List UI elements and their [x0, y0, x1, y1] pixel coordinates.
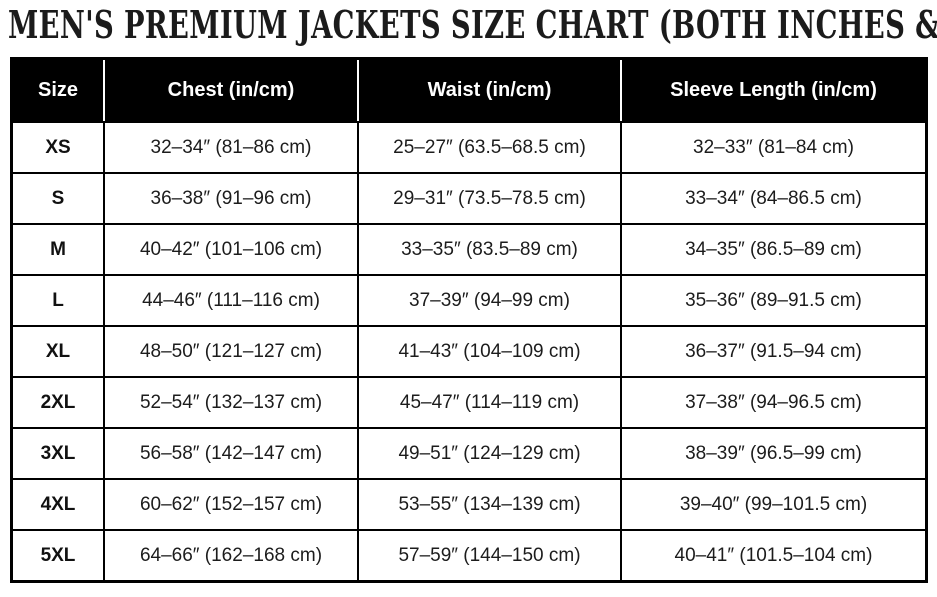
- chest-cell: 44–46″ (111–116 cm): [103, 276, 357, 325]
- table-row: XS 32–34″ (81–86 cm) 25–27″ (63.5–68.5 c…: [13, 121, 925, 172]
- sleeve-cell: 32–33″ (81–84 cm): [620, 123, 925, 172]
- column-header-chest: Chest (in/cm): [103, 60, 357, 121]
- size-cell: M: [50, 238, 66, 260]
- waist-cell: 45–47″ (114–119 cm): [357, 378, 620, 427]
- chest-cell: 56–58″ (142–147 cm): [103, 429, 357, 478]
- sleeve-cell: 33–34″ (84–86.5 cm): [620, 174, 925, 223]
- column-header-size: Size: [37, 79, 79, 101]
- sleeve-cell: 34–35″ (86.5–89 cm): [620, 225, 925, 274]
- waist-cell: 41–43″ (104–109 cm): [357, 327, 620, 376]
- table-row: 4XL 60–62″ (152–157 cm) 53–55″ (134–139 …: [13, 478, 925, 529]
- sleeve-cell: 37–38″ (94–96.5 cm): [620, 378, 925, 427]
- waist-cell: 57–59″ (144–150 cm): [357, 531, 620, 580]
- size-cell: S: [51, 187, 65, 209]
- size-cell: XL: [45, 340, 71, 362]
- sleeve-cell: 36–37″ (91.5–94 cm): [620, 327, 925, 376]
- size-chart-table: Size Chest (in/cm) Waist (in/cm) Sleeve …: [10, 57, 928, 583]
- size-cell: 2XL: [40, 391, 76, 413]
- table-row: 5XL 64–66″ (162–168 cm) 57–59″ (144–150 …: [13, 529, 925, 580]
- table-row: L 44–46″ (111–116 cm) 37–39″ (94–99 cm) …: [13, 274, 925, 325]
- chest-cell: 32–34″ (81–86 cm): [103, 123, 357, 172]
- chest-cell: 60–62″ (152–157 cm): [103, 480, 357, 529]
- chest-cell: 52–54″ (132–137 cm): [103, 378, 357, 427]
- size-cell: XS: [45, 136, 71, 158]
- table-row: M 40–42″ (101–106 cm) 33–35″ (83.5–89 cm…: [13, 223, 925, 274]
- waist-cell: 25–27″ (63.5–68.5 cm): [357, 123, 620, 172]
- waist-cell: 33–35″ (83.5–89 cm): [357, 225, 620, 274]
- waist-cell: 29–31″ (73.5–78.5 cm): [357, 174, 620, 223]
- chest-cell: 48–50″ (121–127 cm): [103, 327, 357, 376]
- column-header-sleeve: Sleeve Length (in/cm): [620, 60, 925, 121]
- waist-cell: 49–51″ (124–129 cm): [357, 429, 620, 478]
- table-row: S 36–38″ (91–96 cm) 29–31″ (73.5–78.5 cm…: [13, 172, 925, 223]
- column-header-waist: Waist (in/cm): [357, 60, 620, 121]
- table-row: 3XL 56–58″ (142–147 cm) 49–51″ (124–129 …: [13, 427, 925, 478]
- sleeve-cell: 35–36″ (89–91.5 cm): [620, 276, 925, 325]
- table-row: XL 48–50″ (121–127 cm) 41–43″ (104–109 c…: [13, 325, 925, 376]
- chest-cell: 40–42″ (101–106 cm): [103, 225, 357, 274]
- sleeve-cell: 39–40″ (99–101.5 cm): [620, 480, 925, 529]
- size-cell: 4XL: [40, 493, 76, 515]
- waist-cell: 53–55″ (134–139 cm): [357, 480, 620, 529]
- sleeve-cell: 38–39″ (96.5–99 cm): [620, 429, 925, 478]
- chest-cell: 36–38″ (91–96 cm): [103, 174, 357, 223]
- size-cell: 3XL: [40, 442, 76, 464]
- page-title: MEN'S PREMIUM JACKETS SIZE CHART (BOTH I…: [8, 2, 937, 47]
- table-header-row: Size Chest (in/cm) Waist (in/cm) Sleeve …: [13, 60, 925, 121]
- chest-cell: 64–66″ (162–168 cm): [103, 531, 357, 580]
- table-row: 2XL 52–54″ (132–137 cm) 45–47″ (114–119 …: [13, 376, 925, 427]
- size-cell: L: [52, 289, 64, 311]
- sleeve-cell: 40–41″ (101.5–104 cm): [620, 531, 925, 580]
- waist-cell: 37–39″ (94–99 cm): [357, 276, 620, 325]
- size-cell: 5XL: [40, 544, 76, 566]
